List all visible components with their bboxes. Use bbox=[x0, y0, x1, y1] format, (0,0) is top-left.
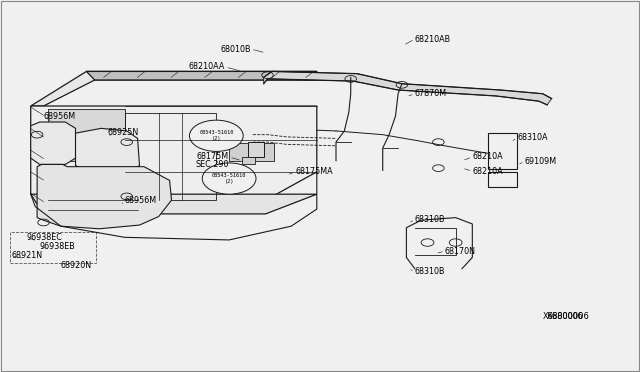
Text: SEC.290: SEC.290 bbox=[196, 160, 229, 169]
Text: 68210AB: 68210AB bbox=[415, 35, 451, 44]
Polygon shape bbox=[37, 164, 172, 229]
Text: 68956M: 68956M bbox=[44, 112, 76, 121]
Polygon shape bbox=[37, 143, 93, 161]
Text: 68210A: 68210A bbox=[472, 153, 503, 161]
Text: 68310B: 68310B bbox=[415, 267, 445, 276]
Polygon shape bbox=[31, 71, 317, 106]
Text: 68175MA: 68175MA bbox=[296, 167, 333, 176]
Text: 96938EC: 96938EC bbox=[27, 233, 63, 242]
Text: 68010B: 68010B bbox=[220, 45, 251, 54]
Text: X6800006: X6800006 bbox=[547, 312, 590, 321]
Circle shape bbox=[189, 120, 243, 151]
Text: 68925N: 68925N bbox=[108, 128, 139, 137]
Text: 68170N: 68170N bbox=[445, 247, 476, 256]
Polygon shape bbox=[86, 71, 317, 80]
Polygon shape bbox=[48, 109, 125, 140]
Text: 08543-51610
(2): 08543-51610 (2) bbox=[199, 130, 234, 141]
Text: 68210A: 68210A bbox=[472, 167, 503, 176]
Polygon shape bbox=[31, 194, 317, 214]
Text: 96938EB: 96938EB bbox=[40, 242, 76, 251]
Circle shape bbox=[202, 163, 256, 194]
Polygon shape bbox=[242, 157, 255, 164]
Text: 68920N: 68920N bbox=[61, 262, 92, 270]
Polygon shape bbox=[31, 106, 317, 200]
Polygon shape bbox=[31, 122, 76, 164]
Text: 68210AA: 68210AA bbox=[189, 62, 225, 71]
Polygon shape bbox=[248, 142, 264, 157]
Polygon shape bbox=[264, 71, 552, 105]
Text: 08543-51610
(2): 08543-51610 (2) bbox=[212, 173, 246, 184]
Polygon shape bbox=[229, 143, 274, 161]
Text: 68956M: 68956M bbox=[125, 196, 157, 205]
Text: 68921N: 68921N bbox=[12, 251, 43, 260]
Text: 67870M: 67870M bbox=[415, 89, 447, 98]
Text: 68175M: 68175M bbox=[197, 153, 229, 161]
Text: 68310A: 68310A bbox=[517, 133, 548, 142]
Text: X6800006: X6800006 bbox=[543, 312, 583, 321]
Text: 68310B: 68310B bbox=[415, 215, 445, 224]
Text: 69109M: 69109M bbox=[525, 157, 557, 166]
Polygon shape bbox=[76, 128, 140, 176]
